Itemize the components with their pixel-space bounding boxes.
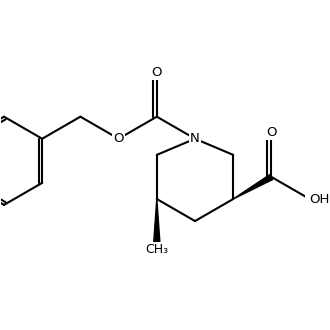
Polygon shape [233,175,273,199]
Text: CH₃: CH₃ [145,243,168,256]
Polygon shape [154,199,160,243]
Text: O: O [266,126,277,139]
Text: O: O [151,66,162,79]
Text: O: O [113,132,124,145]
Text: N: N [190,132,200,145]
Text: OH: OH [310,192,330,206]
